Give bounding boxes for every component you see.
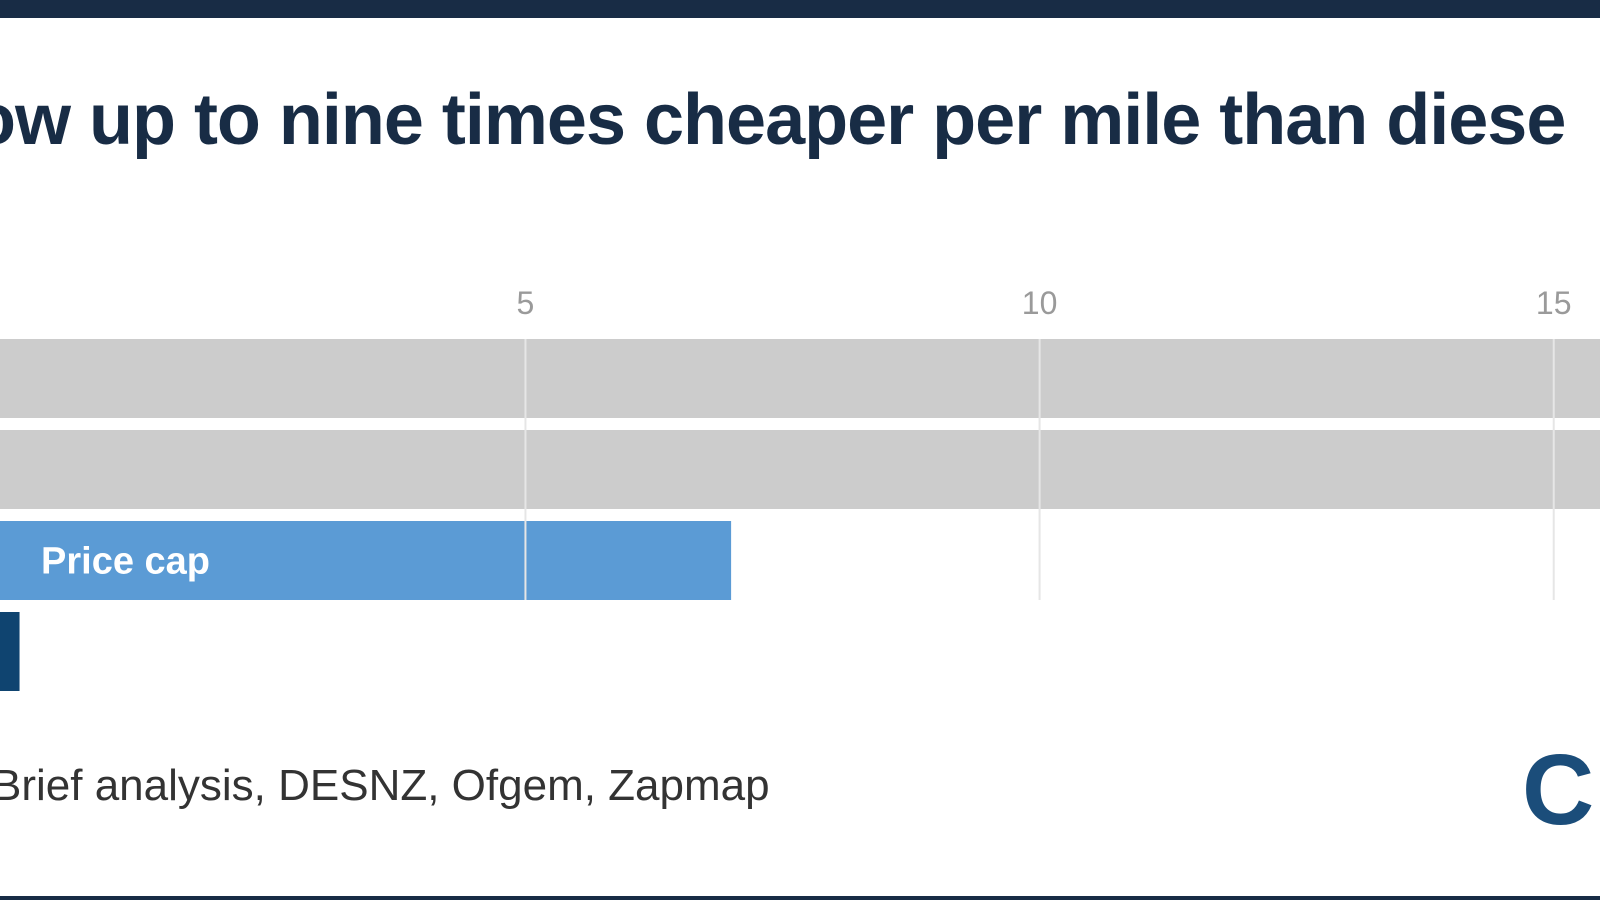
tick-label-10: 10 <box>1022 285 1058 321</box>
bar-4 <box>0 612 20 691</box>
bottom-bar <box>0 896 1600 900</box>
tick-label-15: 15 <box>1536 285 1572 321</box>
top-bar <box>0 0 1600 18</box>
chart-title: ow up to nine times cheaper per mile tha… <box>0 80 1566 160</box>
carbon-brief-logo: C <box>1522 734 1595 846</box>
bar-chart: 5 10 15 Price cap <box>0 285 1600 691</box>
bar-3 <box>0 521 732 600</box>
tick-label-5: 5 <box>517 285 535 321</box>
bar-label-3: Price cap <box>41 541 210 583</box>
bar-1 <box>0 339 1600 418</box>
bar-2 <box>0 430 1600 509</box>
source-note: Brief analysis, DESNZ, Ofgem, Zapmap <box>0 761 770 810</box>
